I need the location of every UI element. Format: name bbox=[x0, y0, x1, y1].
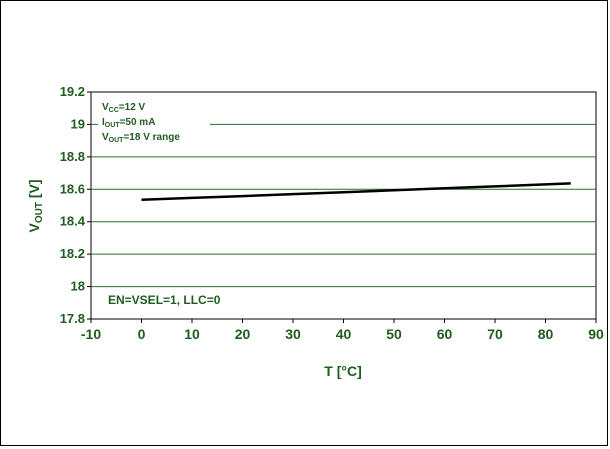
x-axis-title: T [°C] bbox=[324, 363, 361, 379]
y-tick-labels: 17.8 18 18.2 18.4 18.6 18.8 19 19.2 bbox=[60, 84, 86, 326]
x-tick-label: 40 bbox=[336, 326, 352, 342]
series-layer bbox=[141, 182, 571, 202]
note-iout: IOUT=50 mA bbox=[102, 117, 155, 129]
y-axis-title: VOUT [V] bbox=[26, 179, 45, 232]
y-tick-label: 18.4 bbox=[60, 214, 86, 229]
note-vcc: VCC=12 V bbox=[102, 102, 146, 114]
y-tick-label: 19.2 bbox=[60, 84, 85, 99]
x-tick-label: -10 bbox=[81, 326, 101, 342]
x-tick-label: 30 bbox=[285, 326, 301, 342]
x-tick-label: 0 bbox=[138, 326, 146, 342]
x-tick-label: 60 bbox=[437, 326, 453, 342]
y-tick-label: 17.8 bbox=[60, 311, 85, 326]
y-tick-label: 18.8 bbox=[60, 149, 85, 164]
gridlines bbox=[87, 91, 597, 323]
x-tick-label: 90 bbox=[588, 326, 604, 342]
mode-box-bg bbox=[101, 291, 261, 309]
x-tick-label: 50 bbox=[386, 326, 402, 342]
x-tick-labels: -10 0 10 20 30 40 50 60 70 80 90 bbox=[81, 326, 604, 342]
x-tick-label: 70 bbox=[487, 326, 503, 342]
conditions-box-bg bbox=[98, 97, 210, 151]
y-tick-label: 18.2 bbox=[60, 246, 85, 261]
note-vout-range: VOUT=18 V range bbox=[102, 132, 180, 144]
x-tick-label: 20 bbox=[235, 326, 251, 342]
x-tick-label: 80 bbox=[538, 326, 554, 342]
note-mode: EN=VSEL=1, LLC=0 bbox=[108, 293, 221, 307]
x-tick-label: 10 bbox=[184, 326, 200, 342]
y-tick-label: 18.6 bbox=[60, 181, 85, 196]
y-tick-label: 18 bbox=[71, 279, 85, 294]
series-line bbox=[141, 182, 571, 202]
y-tick-label: 19 bbox=[71, 116, 85, 131]
